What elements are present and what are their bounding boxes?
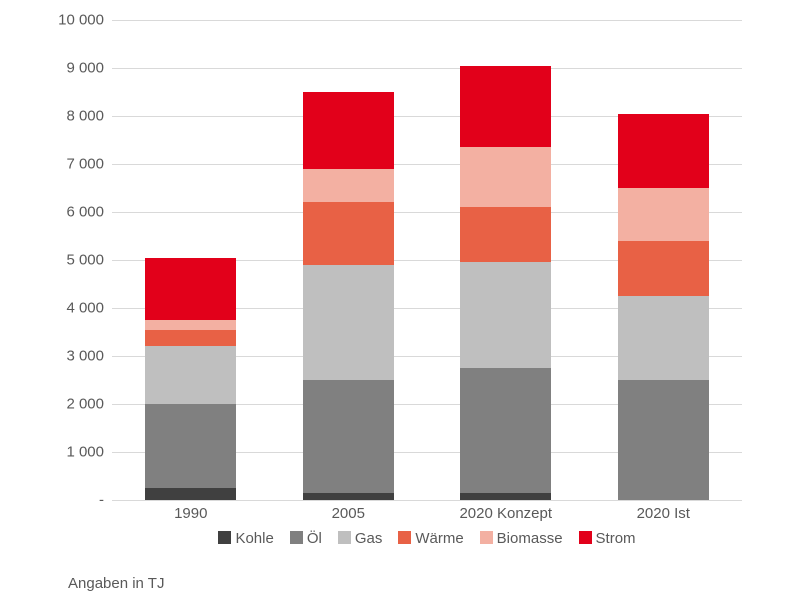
- legend-swatch: [290, 531, 303, 544]
- legend-label: Strom: [596, 530, 636, 547]
- bar-segment-gas: [303, 265, 394, 380]
- legend-label: Biomasse: [497, 530, 563, 547]
- bar-segment-strom: [145, 258, 236, 320]
- y-tick-label: 4 000: [0, 300, 104, 317]
- y-tick-label: 1 000: [0, 444, 104, 461]
- bar-segment-biomasse: [145, 320, 236, 330]
- y-tick-label: 5 000: [0, 252, 104, 269]
- bar-segment-waerme: [145, 330, 236, 347]
- bar-segment-oel: [145, 404, 236, 488]
- bar-segment-strom: [460, 66, 551, 148]
- legend-swatch: [218, 531, 231, 544]
- gridline: [112, 500, 742, 501]
- legend-label: Kohle: [235, 530, 273, 547]
- y-tick-label: 9 000: [0, 60, 104, 77]
- plot-area: [112, 20, 742, 500]
- x-tick-label: 2020 Ist: [585, 505, 743, 522]
- legend-swatch: [398, 531, 411, 544]
- y-tick-label: -: [0, 492, 104, 509]
- bar-segment-waerme: [618, 241, 709, 296]
- y-tick-label: 2 000: [0, 396, 104, 413]
- bar-segment-biomasse: [460, 147, 551, 207]
- legend-swatch: [480, 531, 493, 544]
- y-tick-label: 8 000: [0, 108, 104, 125]
- legend-label: Öl: [307, 530, 322, 547]
- x-tick-label: 1990: [112, 505, 270, 522]
- chart-container: - 1 000 2 000 3 000 4 000 5 000 6 000 7 000 8 00…: [0, 0, 800, 616]
- legend-item-waerme: Wärme: [398, 530, 463, 547]
- x-axis-labels: 199020052020 Konzept2020 Ist: [112, 505, 742, 529]
- legend-item-biomasse: Biomasse: [480, 530, 563, 547]
- legend-item-gas: Gas: [338, 530, 383, 547]
- legend-swatch: [579, 531, 592, 544]
- bar-segment-waerme: [303, 202, 394, 264]
- y-tick-label: 10 000: [0, 12, 104, 29]
- bar-segment-waerme: [460, 207, 551, 262]
- bar-segment-oel: [618, 380, 709, 500]
- legend-label: Gas: [355, 530, 383, 547]
- bars: [112, 20, 742, 500]
- bar-segment-biomasse: [618, 188, 709, 241]
- legend-item-kohle: Kohle: [218, 530, 273, 547]
- bar-segment-kohle: [145, 488, 236, 500]
- y-axis-labels: -1 0002 0003 0004 0005 0006 0007 0008 00…: [0, 20, 104, 500]
- legend-swatch: [338, 531, 351, 544]
- legend-label: Wärme: [415, 530, 463, 547]
- y-tick-label: 7 000: [0, 156, 104, 173]
- bar-segment-kohle: [303, 493, 394, 500]
- bar-segment-oel: [460, 368, 551, 493]
- x-tick-label: 2020 Konzept: [427, 505, 585, 522]
- y-tick-label: 3 000: [0, 348, 104, 365]
- bar-segment-oel: [303, 380, 394, 493]
- legend-item-strom: Strom: [579, 530, 636, 547]
- bar-segment-biomasse: [303, 169, 394, 203]
- legend-item-oel: Öl: [290, 530, 322, 547]
- bar-segment-gas: [460, 262, 551, 368]
- x-tick-label: 2005: [270, 505, 428, 522]
- bar-segment-gas: [618, 296, 709, 380]
- bar-segment-gas: [145, 346, 236, 404]
- footnote: Angaben in TJ: [68, 575, 164, 592]
- bar-segment-kohle: [460, 493, 551, 500]
- y-tick-label: 6 000: [0, 204, 104, 221]
- legend: Kohle Öl Gas Wärme Biomasse Strom: [112, 530, 742, 547]
- bar-segment-strom: [303, 92, 394, 169]
- bar-segment-strom: [618, 114, 709, 188]
